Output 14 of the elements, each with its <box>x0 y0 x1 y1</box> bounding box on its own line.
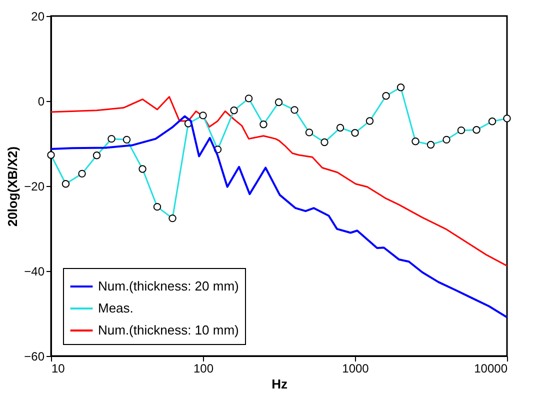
x-tick-label: 10 <box>52 362 66 376</box>
legend-label: Meas. <box>98 300 134 316</box>
x-tick-label: 1000 <box>342 362 370 376</box>
y-axis-title: 20log(XB/X2) <box>5 146 20 227</box>
y-tick-label: −60 <box>24 350 45 364</box>
y-tick-label: −20 <box>24 180 45 194</box>
y-tick-label: 0 <box>38 94 45 108</box>
x-tick-label: 10000 <box>474 362 508 376</box>
y-tick-label: −40 <box>24 264 45 278</box>
legend-label: Num.(thickness: 10 mm) <box>98 322 239 338</box>
legend-label: Num.(thickness: 20 mm) <box>98 278 239 294</box>
x-axis-title: Hz <box>272 376 288 392</box>
x-tick-label: 100 <box>193 362 214 376</box>
y-tick-label: 20 <box>31 10 45 24</box>
